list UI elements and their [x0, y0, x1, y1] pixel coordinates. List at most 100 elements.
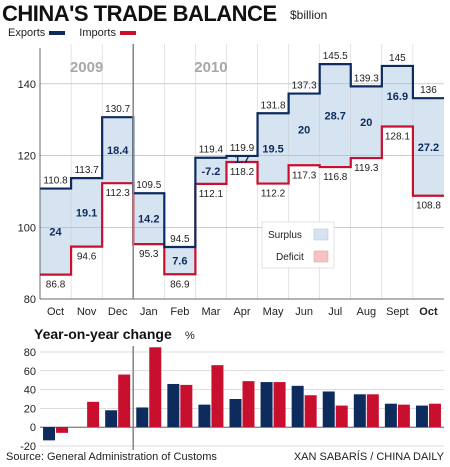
- yoy-export-bar-2: [105, 410, 118, 428]
- x-tick-10: Aug: [357, 306, 377, 318]
- balance-label-2: 18.4: [107, 145, 129, 157]
- x-tick-11: Sept: [386, 306, 409, 318]
- yoy-import-bar-6: [242, 381, 255, 428]
- yoy-import-bar-0: [56, 427, 69, 433]
- yoy-import-bar-2: [118, 374, 131, 428]
- legend-surplus-swatch: [313, 228, 329, 241]
- yoy-y-tick-60: 60: [24, 366, 36, 378]
- export-label-3: 109.5: [136, 180, 161, 191]
- balance-fill-0: [40, 188, 72, 275]
- balance-fill-12: [412, 98, 444, 196]
- legend-exports-swatch: [49, 31, 66, 36]
- x-tick-3: Jan: [140, 306, 158, 318]
- yoy-import-bar-3: [149, 347, 162, 428]
- import-label-6: 118.2: [230, 167, 255, 178]
- import-label-12: 108.8: [416, 201, 441, 212]
- x-tick-1: Nov: [77, 306, 97, 318]
- balance-fill-3: [133, 193, 165, 245]
- balance-fill-6: [226, 155, 258, 163]
- balance-label-4: 7.6: [172, 256, 187, 268]
- x-tick-2: Dec: [108, 306, 128, 318]
- import-label-0: 86.8: [46, 280, 66, 291]
- balance-fill-1: [71, 178, 103, 247]
- balance-fill-5: [195, 157, 227, 184]
- chart-title: CHINA'S TRADE BALANCE: [2, 1, 277, 26]
- line-legend: Exports Imports: [8, 27, 150, 39]
- balance-label-1: 19.1: [76, 207, 97, 219]
- legend-exports-label: Exports: [8, 27, 46, 39]
- export-label-6: 119.9: [230, 143, 255, 154]
- balance-label-9: 28.7: [325, 111, 346, 123]
- x-tick-0: Oct: [47, 306, 64, 318]
- balance-fill-7: [257, 113, 289, 184]
- balance-label-11: 16.9: [387, 91, 408, 103]
- balance-fill-9: [319, 64, 351, 168]
- export-label-2: 130.7: [105, 104, 130, 115]
- balance-label-10: 20: [360, 117, 372, 129]
- yoy-y-tick-0: 0: [30, 422, 36, 434]
- balance-fill-8: [288, 93, 320, 166]
- balance-fill-10: [350, 86, 382, 159]
- yoy-export-bar-5: [198, 404, 211, 428]
- credit-note: XAN SABARÍS / CHINA DAILY: [293, 451, 444, 463]
- yoy-export-bar-11: [384, 403, 397, 428]
- y-tick-100: 100: [18, 222, 36, 234]
- legend-imports-swatch: [119, 31, 136, 36]
- yoy-export-bar-6: [229, 399, 242, 428]
- source-note: Source: General Administration of Custom…: [6, 451, 217, 463]
- y-tick-120: 120: [18, 151, 36, 163]
- yoy-import-bar-7: [273, 382, 286, 428]
- yoy-import-bar-11: [397, 404, 410, 428]
- export-label-5: 119.4: [199, 145, 224, 156]
- yoy-import-bar-10: [366, 394, 379, 428]
- legend-surplus-label: Surplus: [268, 230, 302, 241]
- export-label-4: 94.5: [170, 234, 190, 245]
- x-tick-9: Jul: [328, 306, 342, 318]
- yoy-y-tick-40: 40: [24, 385, 36, 397]
- balance-label-8: 20: [298, 124, 310, 136]
- import-label-3: 95.3: [139, 249, 159, 260]
- yoy-export-bar-9: [322, 391, 335, 428]
- yoy-export-bar-0: [43, 427, 56, 441]
- export-label-7: 131.8: [261, 100, 286, 111]
- yoy-import-bar-12: [428, 403, 441, 428]
- balance-label-7: 19.5: [262, 143, 283, 155]
- unit-label: $billion: [290, 8, 328, 22]
- legend-deficit-swatch: [313, 250, 329, 263]
- import-label-5: 112.1: [199, 189, 224, 200]
- imports-line: [40, 125, 444, 276]
- x-tick-7: May: [263, 306, 284, 318]
- yoy-export-bar-7: [260, 382, 273, 428]
- balance-label-3: 14.2: [138, 214, 159, 226]
- export-label-8: 137.3: [292, 81, 317, 92]
- export-label-1: 113.7: [74, 165, 99, 176]
- year-label-2010: 2010: [194, 59, 227, 76]
- yoy-import-bar-4: [180, 384, 193, 428]
- x-tick-6: Apr: [233, 306, 250, 318]
- legend-imports-label: Imports: [79, 27, 116, 39]
- yoy-export-bar-10: [353, 394, 366, 428]
- import-label-8: 117.3: [292, 170, 317, 181]
- balance-fill-2: [102, 117, 134, 184]
- legend-deficit-label: Deficit: [276, 252, 304, 263]
- yoy-import-bar-1: [87, 401, 100, 428]
- export-label-12: 136: [420, 85, 437, 96]
- x-tick-5: Mar: [201, 306, 220, 318]
- balance-fill-4: [164, 247, 196, 275]
- x-tick-8: Jun: [295, 306, 313, 318]
- import-label-2: 112.3: [106, 188, 131, 199]
- x-tick-4: Feb: [170, 306, 189, 318]
- import-label-11: 128.1: [385, 132, 410, 143]
- y-tick-140: 140: [18, 79, 36, 91]
- import-label-4: 86.9: [170, 279, 190, 290]
- balance-label-12: 27.2: [418, 142, 439, 154]
- yoy-y-tick-20: 20: [24, 403, 36, 415]
- export-label-0: 110.8: [43, 176, 68, 187]
- yoy-y-tick--20: -20: [20, 441, 36, 453]
- yoy-import-bar-5: [211, 365, 224, 428]
- yoy-export-bar-12: [415, 405, 428, 428]
- import-label-10: 119.3: [354, 163, 379, 174]
- yoy-import-bar-8: [304, 395, 317, 428]
- import-label-9: 116.8: [323, 172, 348, 183]
- yoy-export-bar-3: [136, 407, 149, 428]
